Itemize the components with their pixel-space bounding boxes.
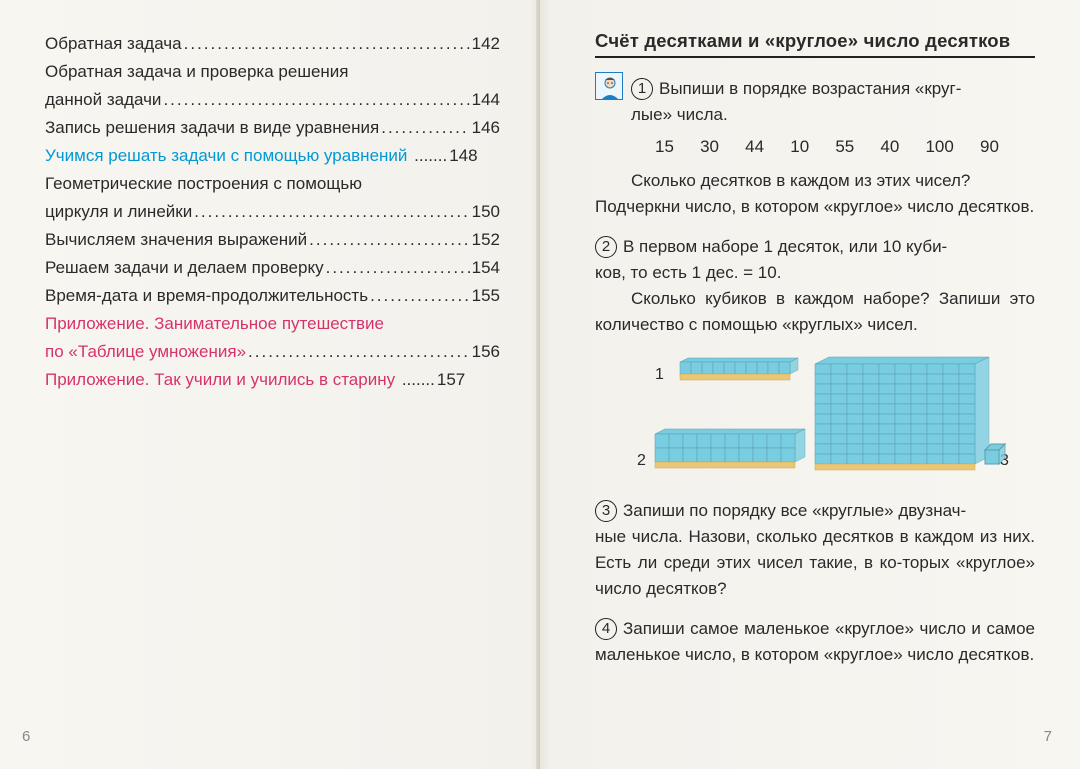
task3-text: Запиши по порядку все «круглые» двузнач- bbox=[623, 501, 966, 520]
task1-q1: Сколько десятков в каждом из этих чисел? bbox=[595, 168, 1035, 194]
section-heading: Счёт десятками и «круглое» число десятко… bbox=[595, 30, 1035, 58]
number-item: 55 bbox=[835, 134, 854, 160]
task2-line2: ков, то есть 1 дес. = 10. bbox=[595, 260, 1035, 286]
task-number-4: 4 bbox=[595, 618, 617, 640]
task-4: 4Запиши самое маленькое «круглое» число … bbox=[595, 616, 1035, 668]
task1-q2: Подчеркни число, в котором «круглое» чис… bbox=[595, 194, 1035, 220]
toc-entry: данной задачи144 bbox=[45, 86, 500, 114]
task4-text: Запиши самое маленькое «круглое» число и… bbox=[595, 619, 1035, 664]
number-item: 30 bbox=[700, 134, 719, 160]
right-page: Счёт десятками и «круглое» число десятко… bbox=[540, 0, 1080, 769]
toc-entry: Геометрические построения с помощью bbox=[45, 170, 500, 198]
task2-q1: Сколько кубиков в каждом наборе? Запиши … bbox=[595, 286, 1035, 338]
toc-entry: Запись решения задачи в виде уравнения14… bbox=[45, 114, 500, 142]
student-icon bbox=[595, 72, 623, 100]
task2-line1: В первом наборе 1 десяток, или 10 куби- bbox=[623, 237, 947, 256]
number-item: 10 bbox=[790, 134, 809, 160]
number-item: 90 bbox=[980, 134, 999, 160]
left-page: Обратная задача142Обратная задача и пров… bbox=[0, 0, 540, 769]
number-item: 40 bbox=[880, 134, 899, 160]
toc-entry: Учимся решать задачи с помощью уравнений… bbox=[45, 142, 500, 170]
table-of-contents: Обратная задача142Обратная задача и пров… bbox=[45, 30, 500, 394]
task-1: 1 Выпиши в порядке возрастания «круг- лые… bbox=[595, 72, 1035, 220]
task-number-2: 2 bbox=[595, 236, 617, 258]
task-number-1: 1 bbox=[631, 78, 653, 100]
task-3: 3 Запиши по порядку все «круглые» двузнач… bbox=[595, 498, 1035, 602]
task3-text2: ные числа. Назови, сколько десятков в ка… bbox=[595, 524, 1035, 602]
task1-line1: Выпиши в порядке возрастания «круг- bbox=[659, 79, 961, 98]
toc-entry: циркуля и линейки150 bbox=[45, 198, 500, 226]
toc-entry: Обратная задача142 bbox=[45, 30, 500, 58]
task-number-3: 3 bbox=[595, 500, 617, 522]
cubes-illustration: 1 2 3 bbox=[595, 350, 1035, 480]
number-item: 100 bbox=[925, 134, 953, 160]
number-item: 15 bbox=[655, 134, 674, 160]
toc-entry: Обратная задача и проверка решения bbox=[45, 58, 500, 86]
page-number-right: 7 bbox=[1044, 728, 1052, 745]
task1-numbers: 15 30 44 10 55 40 100 90 bbox=[655, 134, 999, 160]
number-item: 44 bbox=[745, 134, 764, 160]
page-number-left: 6 bbox=[22, 728, 30, 745]
toc-entry: Время-дата и время-продолжительность155 bbox=[45, 282, 500, 310]
toc-entry: Вычисляем значения выражений152 bbox=[45, 226, 500, 254]
toc-entry: Решаем задачи и делаем проверку154 bbox=[45, 254, 500, 282]
toc-entry: Приложение. Так учили и учились в старин… bbox=[45, 366, 500, 394]
task1-line2: лые» числа. bbox=[631, 102, 1035, 128]
toc-entry: по «Таблице умножения»156 bbox=[45, 338, 500, 366]
task-2: 2 В первом наборе 1 десяток, или 10 куби-… bbox=[595, 234, 1035, 480]
toc-entry: Приложение. Занимательное путешествие bbox=[45, 310, 500, 338]
